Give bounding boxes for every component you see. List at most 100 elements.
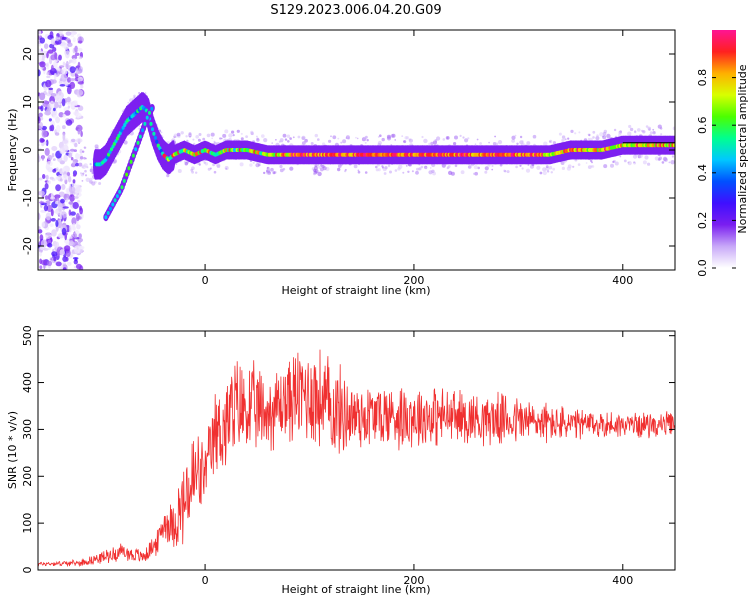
spectrogram-haze xyxy=(206,133,211,138)
spectrogram-haze xyxy=(184,162,188,166)
spectrogram-haze xyxy=(484,170,488,174)
spectrogram-noise xyxy=(76,89,84,96)
spectrogram-haze xyxy=(454,164,458,168)
spectrogram-haze xyxy=(375,165,378,169)
y-tick-label: -20 xyxy=(21,237,34,255)
spectrogram-haze xyxy=(460,170,465,175)
spectrogram-haze xyxy=(301,141,306,146)
spectrogram-haze xyxy=(328,139,332,143)
spectrogram-noise xyxy=(44,43,49,49)
spectrogram-noise xyxy=(70,211,76,216)
spectrogram-haze xyxy=(256,138,260,142)
spectrogram-haze xyxy=(383,172,387,175)
spectrogram-noise xyxy=(47,242,53,248)
spectrogram-haze xyxy=(491,165,494,167)
spectrogram-noise xyxy=(62,61,66,66)
spectrogram-haze xyxy=(402,171,405,174)
spectrogram-noise xyxy=(73,245,81,254)
spectrogram-haze xyxy=(381,165,384,168)
spectrogram-noise xyxy=(60,73,68,82)
spectrogram-noise xyxy=(65,50,70,59)
spectrogram-noise xyxy=(80,85,84,89)
spectrogram-haze xyxy=(198,133,202,136)
spectrogram-noise xyxy=(52,47,57,52)
spectrogram-haze xyxy=(662,156,668,162)
spectrogram-haze xyxy=(330,135,332,138)
spectrogram-haze xyxy=(572,165,575,168)
spectrogram-haze xyxy=(585,162,588,164)
spectrogram-haze xyxy=(561,135,566,139)
spectrogram-haze xyxy=(596,134,599,137)
spectrogram-haze xyxy=(521,167,524,170)
spectrogram-noise xyxy=(78,233,82,239)
spectrogram-haze xyxy=(185,135,188,138)
spectrogram-haze xyxy=(558,132,562,136)
spectrogram-haze xyxy=(506,170,510,174)
spectrogram-haze xyxy=(231,130,235,134)
spectrogram-haze xyxy=(521,140,524,143)
spectrogram-branch-core xyxy=(111,202,115,207)
spectrogram-haze xyxy=(421,135,424,139)
spectrogram-haze xyxy=(632,154,638,159)
spectrogram-x-axis-label: Height of straight line (km) xyxy=(281,284,430,297)
spectrogram-noise xyxy=(65,119,73,126)
spectrogram-noise xyxy=(57,67,61,72)
spectrogram-haze xyxy=(574,132,577,135)
spectrogram-haze xyxy=(256,135,258,138)
spectrogram-noise xyxy=(61,227,67,236)
colorbar: 0.0 0.2 0.4 0.6 0.8 Normalized spectral ampl… xyxy=(696,30,749,277)
spectrogram-haze xyxy=(519,135,523,139)
x-tick-label: 400 xyxy=(612,574,633,587)
spectrogram-noise xyxy=(72,174,77,177)
spectrogram-haze xyxy=(638,153,643,159)
spectrogram-haze xyxy=(552,167,556,171)
spectrogram-noise xyxy=(48,118,53,122)
spectrogram-noise xyxy=(77,40,83,44)
spectrogram-haze xyxy=(138,127,141,130)
spectrogram-noise xyxy=(66,171,71,177)
spectrogram-noise xyxy=(64,245,71,252)
spectrogram-haze xyxy=(542,170,547,176)
spectrogram-branch-core xyxy=(113,198,117,203)
spectrogram-haze xyxy=(81,165,85,169)
spectrogram-noise xyxy=(45,232,52,239)
spectrogram-haze xyxy=(548,166,553,170)
spectrogram-noise xyxy=(38,229,43,234)
spectrogram-noise xyxy=(55,176,60,180)
spectrogram-noise xyxy=(49,176,54,180)
spectrogram-haze xyxy=(314,133,318,138)
spectrogram-noise xyxy=(51,109,58,117)
spectrogram-haze xyxy=(545,165,549,169)
colorbar-label: Normalized spectral amplitude xyxy=(736,64,749,233)
spectrogram-branch-core xyxy=(122,178,126,183)
spectrogram-haze xyxy=(525,168,531,173)
spectrogram-haze xyxy=(267,168,271,172)
spectrogram-haze xyxy=(220,137,223,140)
y-tick-label: 500 xyxy=(21,325,34,346)
spectrogram-haze xyxy=(403,140,406,143)
spectrogram-haze xyxy=(494,135,496,138)
spectrogram-noise xyxy=(51,64,54,71)
spectrogram-haze xyxy=(550,171,553,174)
spectrogram-haze xyxy=(250,130,254,134)
spectrogram-noise xyxy=(70,33,75,38)
spectrogram-noise xyxy=(61,184,66,190)
spectrogram-haze xyxy=(279,138,284,142)
spectrogram-haze xyxy=(90,166,94,169)
spectrogram-noise xyxy=(60,39,66,48)
spectrogram-noise xyxy=(44,147,50,156)
spectrogram-haze xyxy=(89,180,93,184)
spectrogram-noise xyxy=(77,200,81,203)
spectrogram-noise xyxy=(46,75,51,79)
spectrogram-noise xyxy=(50,124,55,132)
spectrogram-haze xyxy=(589,137,593,142)
spectrogram-noise xyxy=(59,211,63,220)
x-tick-label: 400 xyxy=(612,274,633,287)
spectrogram-noise xyxy=(50,192,54,199)
spectrogram-haze xyxy=(564,138,567,141)
snr-ticks: 0 200 400 0 100 200 300 400 500 xyxy=(21,325,675,587)
spectrogram-branch-core xyxy=(136,140,140,145)
spectrogram-noise xyxy=(39,251,42,257)
spectrogram-noise xyxy=(44,111,51,116)
spectrogram-noise xyxy=(57,98,61,106)
